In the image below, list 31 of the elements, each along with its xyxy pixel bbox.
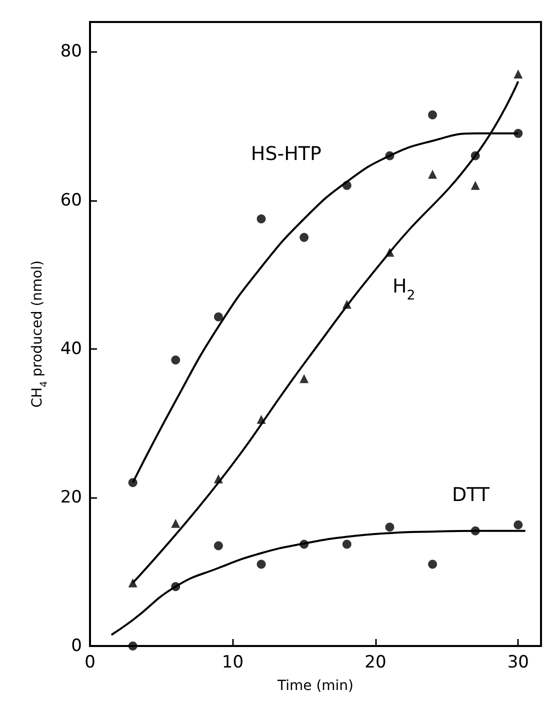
point	[428, 110, 438, 120]
y-tick-label: 80	[60, 42, 82, 62]
point	[128, 578, 138, 588]
point	[171, 356, 180, 364]
point	[128, 642, 138, 650]
annotation: DTT	[452, 484, 490, 506]
x-tick-label: 30	[507, 652, 529, 672]
point	[514, 520, 523, 530]
y-tick-label: 40	[60, 338, 82, 359]
y-tick-label: 20	[60, 487, 82, 508]
y-tick-label: 0	[71, 636, 82, 656]
point	[214, 541, 223, 550]
point	[214, 312, 223, 322]
point	[300, 232, 309, 242]
point	[171, 518, 180, 528]
point	[385, 522, 394, 532]
x-tick-label: 0	[84, 652, 96, 672]
point	[256, 214, 266, 224]
point	[300, 374, 309, 384]
point	[256, 560, 266, 569]
x-tick-label: 20	[364, 652, 386, 672]
y-axis-title: CH4 produced (nmol)	[30, 260, 50, 408]
x-axis-title: Time (min)	[276, 678, 354, 694]
point	[342, 540, 352, 549]
annotation: HS-HTP	[250, 143, 322, 166]
point	[428, 170, 438, 179]
point	[428, 560, 438, 569]
y-tick-label: 60	[60, 190, 82, 210]
x-tick-label: 10	[222, 652, 244, 672]
point	[470, 180, 480, 190]
point	[514, 70, 523, 78]
